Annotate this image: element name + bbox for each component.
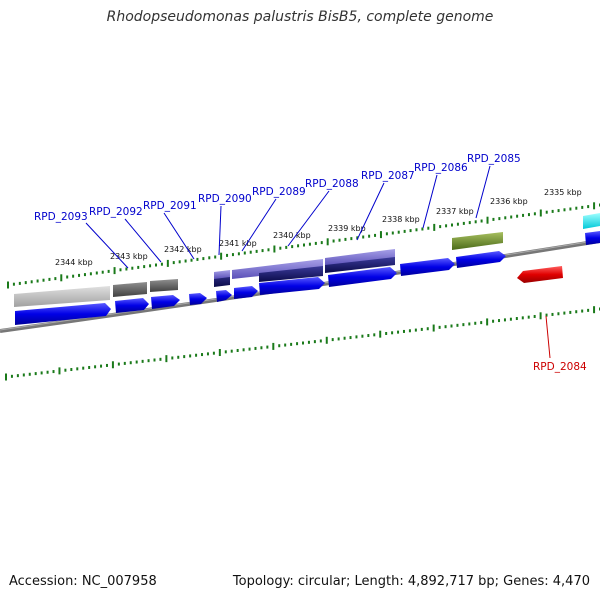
feature-purple-small (214, 270, 230, 279)
gene-arrow-rpd-2092 (115, 298, 149, 313)
gene-arrow-rpd-2086 (400, 258, 455, 276)
tick-label-7: 2342 kbp (164, 245, 202, 254)
tick-row-inner (5, 306, 600, 381)
reverse-strand-genes (517, 266, 563, 283)
feature-light-gray (14, 286, 110, 307)
feature-navy-2 (325, 257, 395, 273)
gene-label-rpd-2090[interactable]: RPD_2090 (198, 193, 252, 205)
genome-summary-text: Topology: circular; Length: 4,892,717 bp… (232, 574, 590, 589)
feature-dark-gray-2 (150, 279, 178, 292)
gene-arrow-rpd-2090-a (189, 293, 207, 305)
leader-line-rpd-2089 (241, 198, 277, 252)
leader-line-rpd-2087 (356, 182, 385, 241)
feature-purple-2 (325, 249, 395, 266)
gene-arrow-rpd-2087 (328, 267, 397, 287)
forward-strand-genes (15, 231, 600, 325)
leader-line-rpd-2088 (287, 190, 330, 247)
leader-line-rpd-2093 (85, 222, 129, 269)
gene-label-rpd-2084[interactable]: RPD_2084 (533, 361, 587, 373)
gene-label-rpd-2091[interactable]: RPD_2091 (143, 200, 197, 212)
gene-arrow-rpd-2088 (259, 277, 325, 295)
tick-label-8: 2343 kbp (110, 252, 148, 261)
tick-label-0: 2335 kbp (544, 188, 582, 197)
leader-line-rpd-2084 (545, 315, 551, 359)
gene-label-rpd-2086[interactable]: RPD_2086 (414, 162, 468, 174)
feature-purple-1 (232, 259, 323, 279)
feature-dark-gray-1 (113, 282, 147, 297)
feature-olive (452, 232, 503, 250)
gene-arrow-rpd-2091 (151, 295, 180, 309)
gene-label-rpd-2092[interactable]: RPD_2092 (89, 206, 143, 218)
gene-label-rpd-2089[interactable]: RPD_2089 (252, 186, 306, 198)
accession-text: Accession: NC_007958 (9, 574, 157, 589)
tick-label-9: 2344 kbp (55, 258, 93, 267)
tick-labels: 2335 kbp 2336 kbp 2337 kbp 2338 kbp 2339 kbp… (55, 188, 582, 267)
tick-label-2: 2337 kbp (436, 207, 474, 216)
leader-line-rpd-2085 (475, 165, 491, 219)
gene-label-rpd-2088[interactable]: RPD_2088 (305, 178, 359, 190)
gene-arrow-edge (585, 231, 600, 245)
leader-line-rpd-2090 (218, 205, 222, 256)
gene-label-rpd-2087[interactable]: RPD_2087 (361, 170, 415, 182)
gene-labels: RPD_2093 RPD_2092 RPD_2091RPD_2090RPD_2089… (34, 153, 587, 373)
map-title: Rhodopseudomonas palustris BisB5, comple… (106, 9, 494, 25)
tick-label-1: 2336 kbp (490, 197, 528, 206)
gene-arrow-rpd-2090-b (216, 290, 232, 302)
label-leader-lines (85, 165, 551, 359)
gene-label-rpd-2085[interactable]: RPD_2085 (467, 153, 521, 165)
gene-arrow-rpd-2085 (456, 251, 506, 268)
feature-navy-1 (259, 266, 323, 282)
tick-label-5: 2340 kbp (273, 231, 311, 240)
leader-line-rpd-2092 (124, 218, 162, 263)
gene-arrow-rpd-2084 (517, 266, 563, 283)
gene-label-rpd-2093[interactable]: RPD_2093 (34, 211, 88, 223)
tick-label-4: 2339 kbp (328, 224, 366, 233)
gene-arrow-rpd-2089 (234, 286, 258, 299)
tick-label-3: 2338 kbp (382, 215, 420, 224)
feature-cyan (583, 213, 600, 229)
tick-row-outer (7, 202, 600, 289)
leader-line-rpd-2086 (422, 174, 438, 229)
feature-ring-outer (14, 213, 600, 307)
tick-label-6: 2341 kbp (219, 239, 257, 248)
leader-line-rpd-2091 (163, 212, 195, 260)
gene-arrow-rpd-2093 (15, 303, 111, 325)
